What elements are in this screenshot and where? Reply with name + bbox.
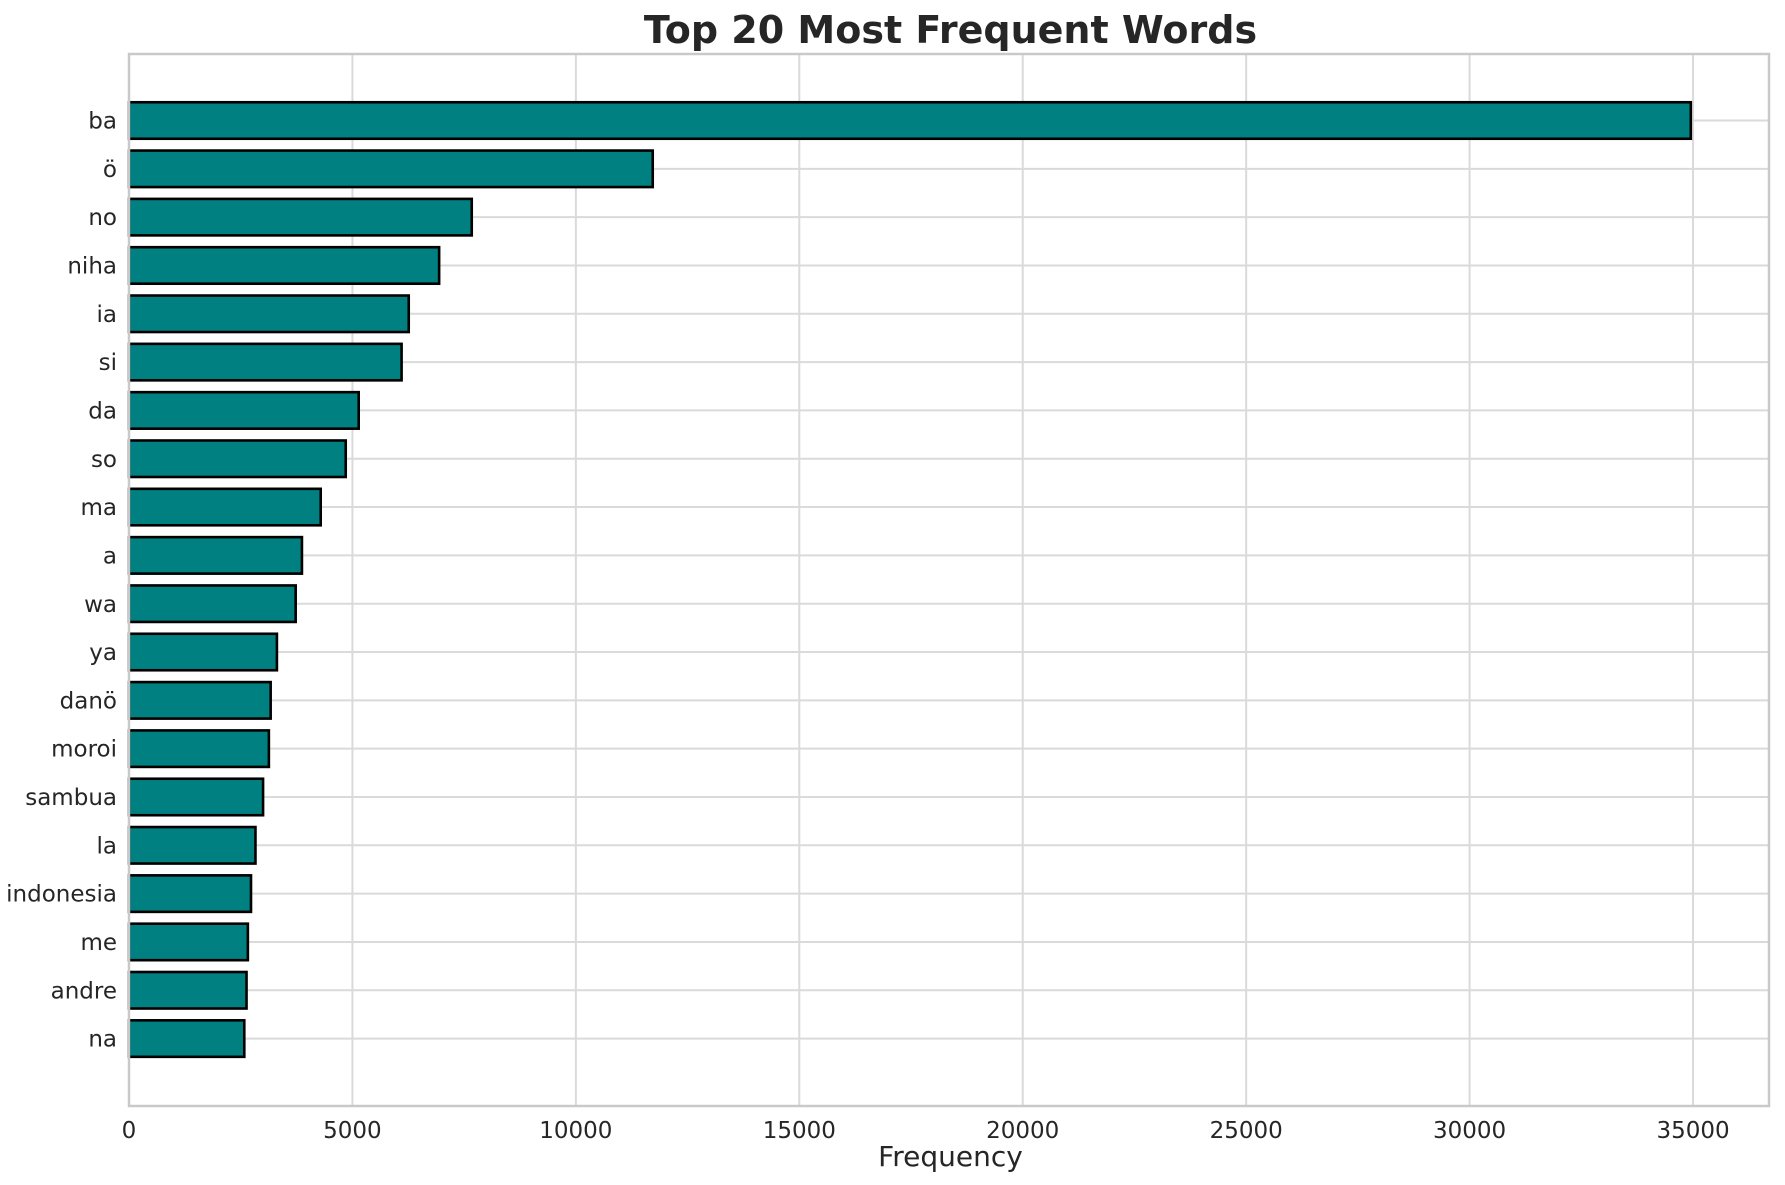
x-tick-label: 30000 [1433,1118,1506,1144]
bar [127,632,279,672]
x-tick-label: 20000 [986,1118,1059,1144]
x-tick-label: 35000 [1656,1118,1729,1144]
y-tick-label: na [88,1027,117,1053]
bar [127,439,348,479]
y-tick-label: andre [51,978,117,1004]
bar [127,874,253,914]
x-tick-label: 10000 [539,1118,612,1144]
bar [127,100,1693,141]
bar [127,197,474,237]
bar [127,535,304,575]
y-tick-label: da [88,398,117,424]
bar [127,970,248,1010]
y-tick-label: ya [89,640,117,666]
y-tick-label: danö [60,688,117,714]
bar [127,680,272,720]
y-tick-label: so [91,447,117,473]
y-tick-label: ma [81,495,118,521]
y-tick-label: moroi [51,737,117,763]
bar [127,390,360,430]
y-tick-label: la [97,833,117,859]
y-tick-label: ia [97,302,117,328]
x-tick-label: 25000 [1210,1118,1283,1144]
x-tick-label: 5000 [323,1118,382,1144]
y-tick-label: sambua [25,785,117,811]
y-tick-label: me [80,930,117,956]
y-tick-label: si [99,350,117,376]
y-tick-label: niha [67,254,117,280]
bar [127,584,297,624]
plot-spines [127,52,1771,1108]
x-axis-label: Frequency [878,1140,1023,1173]
bar [127,825,257,865]
y-tick-label: indonesia [6,882,117,908]
bar [127,294,411,334]
bar [127,342,403,382]
bar [127,149,655,189]
y-tick-label: a [103,543,117,569]
x-tick-label: 0 [122,1118,137,1144]
y-tick-label: no [88,205,117,231]
bar [127,729,271,769]
y-tick-label: ba [88,109,117,135]
bar [127,487,323,527]
bar [127,1019,246,1059]
bar [127,922,250,962]
bar [127,245,441,286]
chart-title: Top 20 Most Frequent Words [643,8,1258,52]
y-tick-label: wa [84,592,117,618]
x-tick-label: 15000 [763,1118,836,1144]
bar [127,777,265,817]
y-tick-label: ö [103,157,117,183]
